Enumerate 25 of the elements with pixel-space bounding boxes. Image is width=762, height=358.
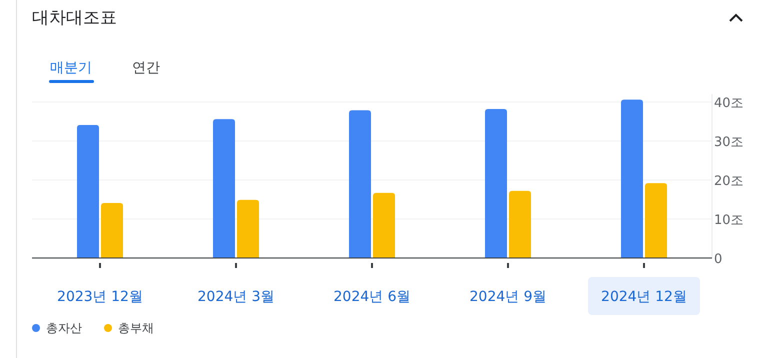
bar <box>77 125 99 258</box>
bar <box>621 100 643 258</box>
bar <box>509 190 531 258</box>
x-tick-label: 2023년 12월 <box>57 289 143 305</box>
legend-label: 총부채 <box>118 321 154 335</box>
bar <box>101 203 123 258</box>
bar <box>485 109 507 258</box>
y-tick-label: 40조 <box>714 96 744 111</box>
bar <box>349 110 371 258</box>
y-tick-label: 20조 <box>714 174 744 189</box>
x-tick-label: 2024년 12월 <box>601 289 687 305</box>
x-tick-label: 2024년 9월 <box>470 289 546 305</box>
bar <box>213 119 235 258</box>
bar <box>237 200 259 258</box>
chart-title: 대차대조표 <box>32 8 117 28</box>
legend-label: 총자산 <box>46 321 82 335</box>
bar <box>645 183 667 258</box>
bar <box>373 192 395 258</box>
text: 매분기 <box>50 60 92 76</box>
y-tick-label: 30조 <box>714 135 744 150</box>
y-tick-label: 0 <box>714 252 722 267</box>
text: 연간 <box>132 60 160 76</box>
y-tick-label: 10조 <box>714 213 744 228</box>
x-tick-label: 2024년 6월 <box>334 289 410 305</box>
x-tick-label: 2024년 3월 <box>198 289 274 305</box>
